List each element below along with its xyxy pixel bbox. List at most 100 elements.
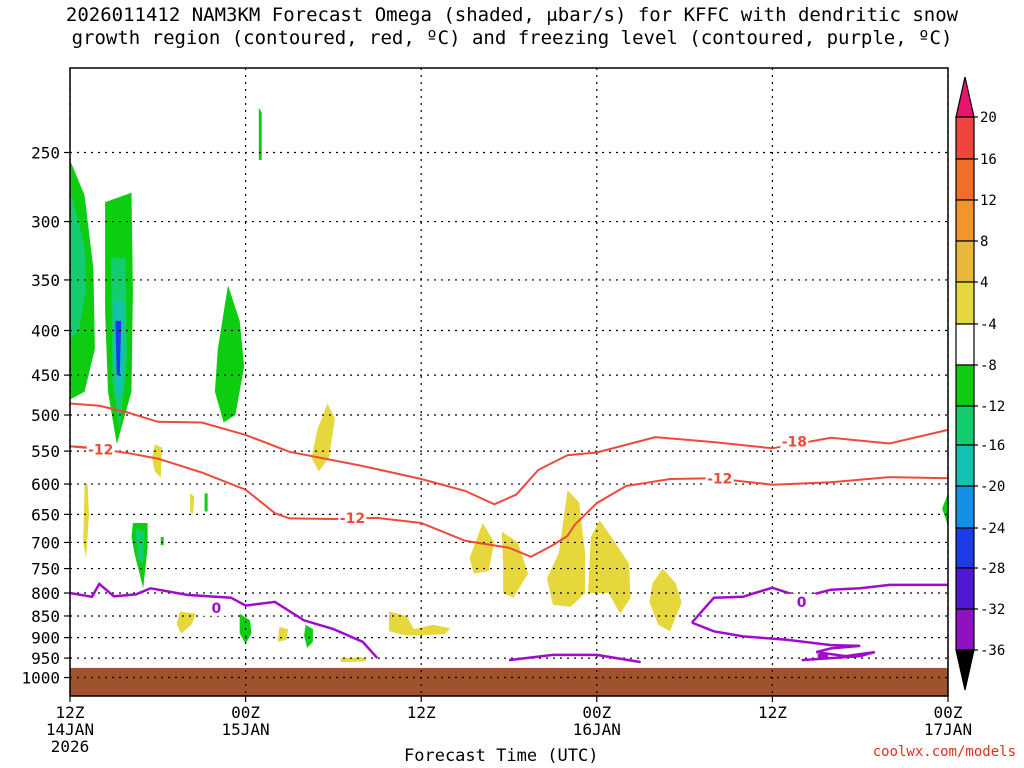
y-tick-label: 450 <box>31 366 60 385</box>
colorbar-label: -36 <box>980 643 1005 659</box>
plot-area <box>70 68 948 696</box>
contour-label: -12 <box>707 471 732 487</box>
omega-region <box>340 657 368 663</box>
freezing-level-contour <box>690 583 948 624</box>
y-tick-label: 400 <box>31 322 60 341</box>
omega-region <box>258 107 262 160</box>
colorbar-bin <box>955 527 975 569</box>
colorbar-label: 20 <box>980 110 997 126</box>
colorbar-label: -28 <box>980 561 1005 577</box>
y-tick-label: 700 <box>31 533 60 552</box>
omega-region <box>135 528 145 564</box>
y-tick-label: 750 <box>31 560 60 579</box>
x-axis-label: Forecast Time (UTC) <box>404 746 599 766</box>
y-tick-label: 600 <box>31 475 60 494</box>
y-tick-label: 1000 <box>21 669 60 688</box>
omega-region <box>469 523 495 574</box>
omega-region <box>70 188 87 340</box>
colorbar-bin <box>955 485 975 529</box>
y-tick-label: 950 <box>31 649 60 668</box>
omega-region <box>311 403 335 472</box>
x-tick-label: 14JAN <box>46 720 94 739</box>
omega-shading <box>70 107 948 663</box>
contour-label-bg <box>202 599 231 616</box>
x-tick-label: 00Z <box>231 703 260 722</box>
colorbar-label: -32 <box>980 602 1005 618</box>
colorbar-bin <box>955 323 975 366</box>
title-line-2: growth region (contoured, red, ºC) and f… <box>71 27 953 49</box>
omega-region <box>115 320 122 376</box>
colorbar-bin <box>955 364 975 407</box>
omega-region <box>151 444 163 478</box>
colorbar-label: -24 <box>980 521 1005 537</box>
colorbar: 20 16 12 8 4 -4 -8 -12 -16 -20 -24 -28 -32 -36 <box>955 76 1005 691</box>
x-tick-label: 12Z <box>407 703 436 722</box>
colorbar-bin <box>955 444 975 487</box>
surface-shading <box>70 667 948 696</box>
y-tick-label: 500 <box>31 406 60 425</box>
omega-region <box>176 611 196 634</box>
x-tick-label: 00Z <box>582 703 611 722</box>
x-tick-label: 12Z <box>758 703 787 722</box>
y-tick-label: 800 <box>31 584 60 603</box>
colorbar-bin <box>955 199 975 242</box>
contour-label-bg <box>705 470 734 487</box>
omega-region <box>83 484 89 559</box>
contour-label: -12 <box>340 511 365 527</box>
colorbar-bin <box>955 116 975 160</box>
site-credit[interactable]: coolwx.com/models <box>872 744 1016 760</box>
colorbar-label: -8 <box>980 358 997 374</box>
x-tick-label: 12Z <box>56 703 85 722</box>
colorbar-bin <box>955 281 975 325</box>
omega-region <box>389 611 451 636</box>
omega-region <box>277 627 288 642</box>
colorbar-bin <box>955 158 975 201</box>
y-tick-label: 250 <box>31 144 60 163</box>
contour-label-bg <box>780 433 809 450</box>
contour-label-bg <box>787 593 816 610</box>
contour-label: -12 <box>88 443 113 459</box>
y-tick-label: 650 <box>31 505 60 524</box>
contour-label-bg <box>338 509 367 526</box>
freezing-level-contour <box>69 581 379 659</box>
freezing-level-contour <box>691 621 876 662</box>
colorbar-label: 8 <box>980 234 988 250</box>
title-line-1: 2026011412 NAM3KM Forecast Omega (shaded… <box>65 4 959 26</box>
x-tick-label: 15JAN <box>222 720 270 739</box>
omega-region <box>204 493 208 512</box>
y-tick-label: 900 <box>31 629 60 648</box>
contour-label: 0 <box>797 595 807 611</box>
omega-region <box>588 520 631 614</box>
freezing-level-contour <box>508 653 641 664</box>
y-tick-label: 350 <box>31 271 60 290</box>
x-tick-label: 00Z <box>934 703 963 722</box>
omega-region <box>160 537 164 546</box>
colorbar-bin <box>955 608 975 651</box>
y-tick-label: 300 <box>31 213 60 232</box>
colorbar-label: -16 <box>980 438 1005 454</box>
y-tick-label: 850 <box>31 607 60 626</box>
colorbar-bin <box>955 240 975 283</box>
x-tick-label: 16JAN <box>573 720 621 739</box>
omega-region <box>190 493 195 515</box>
omega-region <box>942 493 948 526</box>
colorbar-bin <box>955 76 975 118</box>
omega-region <box>304 624 313 648</box>
colorbar-bin <box>955 649 975 691</box>
contour-label-bg <box>86 441 115 458</box>
colorbar-label: -20 <box>980 479 1005 495</box>
plot-frame <box>69 67 949 697</box>
y-tick-label: 550 <box>31 442 60 461</box>
colorbar-bin <box>955 405 975 446</box>
contour-label: -18 <box>782 434 807 450</box>
contours: -18 -12 -12 -12 0 0 <box>69 402 949 664</box>
contour-label: 0 <box>211 601 221 617</box>
colorbar-label: 4 <box>980 275 988 291</box>
colorbar-label: -12 <box>980 399 1005 415</box>
y-axis: 250 300 350 400 450 500 550 600 650 700 750 800 850 9… <box>21 144 70 688</box>
chart-title: 2026011412 NAM3KM Forecast Omega (shaded… <box>0 4 1024 50</box>
colorbar-bin <box>955 567 975 610</box>
colorbar-label: -4 <box>980 317 997 333</box>
